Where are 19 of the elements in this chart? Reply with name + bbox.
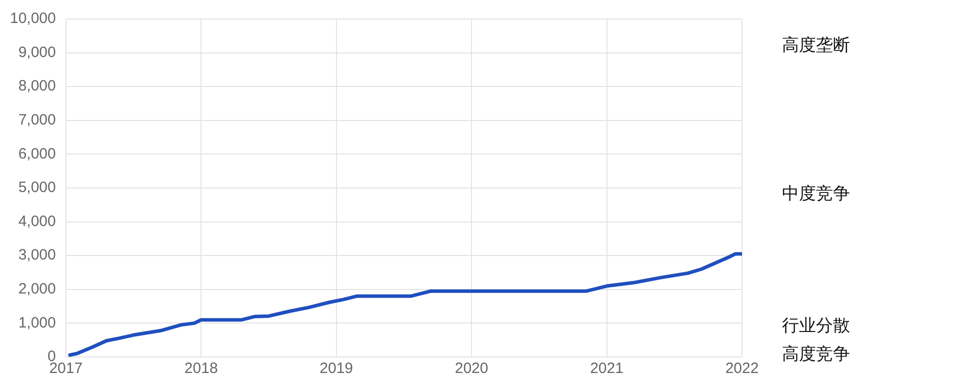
- x-tick-label: 2022: [725, 360, 759, 378]
- text: 行业分散: [782, 316, 850, 336]
- y-tick-label: 4,000: [18, 212, 56, 230]
- x-tick-label: 2021: [590, 360, 624, 378]
- y-tick-label: 8,000: [18, 78, 56, 95]
- y-tick-label: 5,000: [18, 179, 56, 196]
- y-tick-label: 2,000: [18, 280, 56, 298]
- y-tick-label: 3,000: [18, 246, 56, 264]
- text: 高度垄断: [782, 35, 850, 56]
- text: 中度竞争: [782, 184, 850, 204]
- y-tick-label: 10,000: [10, 10, 56, 28]
- x-tick-label: 2020: [454, 360, 488, 378]
- y-tick-label: 9,000: [18, 44, 56, 61]
- text: 高度竞争: [782, 344, 850, 365]
- y-tick-label: 6,000: [18, 145, 56, 162]
- x-tick-label: 2018: [184, 360, 218, 378]
- y-tick-label: 1,000: [18, 314, 56, 332]
- x-tick-label: 2019: [320, 360, 354, 378]
- y-tick-label: 7,000: [18, 112, 56, 129]
